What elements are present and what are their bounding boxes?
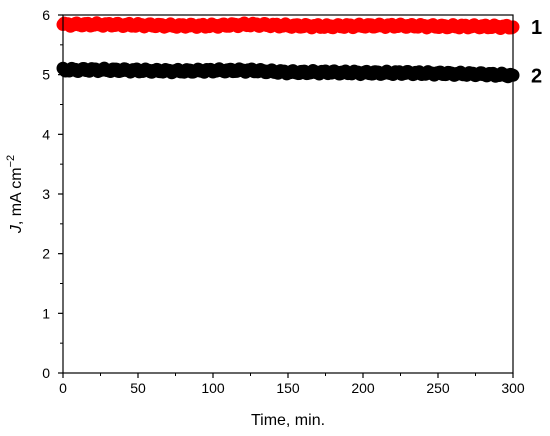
y-axis-title-exponent: −2 — [5, 155, 17, 168]
tick-layer — [58, 14, 514, 378]
label-layer: 0 50 100 150 200 250 300 0 1 2 3 4 5 6 1 2 — [42, 7, 542, 396]
x-tick-label: 50 — [130, 380, 146, 396]
x-tick-label: 300 — [501, 380, 525, 396]
y-tick-label: 3 — [42, 186, 50, 202]
x-tick-label: 150 — [276, 380, 300, 396]
series-layer — [56, 16, 520, 84]
x-axis-title: Time, min. — [251, 412, 325, 429]
series-label-1: 1 — [531, 17, 542, 39]
x-tick-label: 250 — [426, 380, 450, 396]
x-tick-label: 100 — [201, 380, 225, 396]
y-tick-label: 0 — [42, 365, 50, 381]
y-tick-label: 6 — [42, 7, 50, 23]
y-axis-title-unit: , mA cm — [8, 167, 25, 225]
series-label-2: 2 — [531, 65, 542, 87]
series-2 — [56, 61, 520, 84]
y-axis-title: J, mA cm−2 — [5, 155, 25, 234]
x-tick-label: 0 — [59, 380, 67, 396]
y-tick-label: 4 — [42, 126, 50, 142]
y-tick-label: 2 — [42, 246, 50, 262]
x-tick-label: 200 — [351, 380, 375, 396]
y-axis-title-symbol: J — [8, 224, 25, 234]
y-tick-label: 5 — [42, 67, 50, 83]
y-tick-label: 1 — [42, 305, 50, 321]
series-1 — [56, 16, 520, 36]
